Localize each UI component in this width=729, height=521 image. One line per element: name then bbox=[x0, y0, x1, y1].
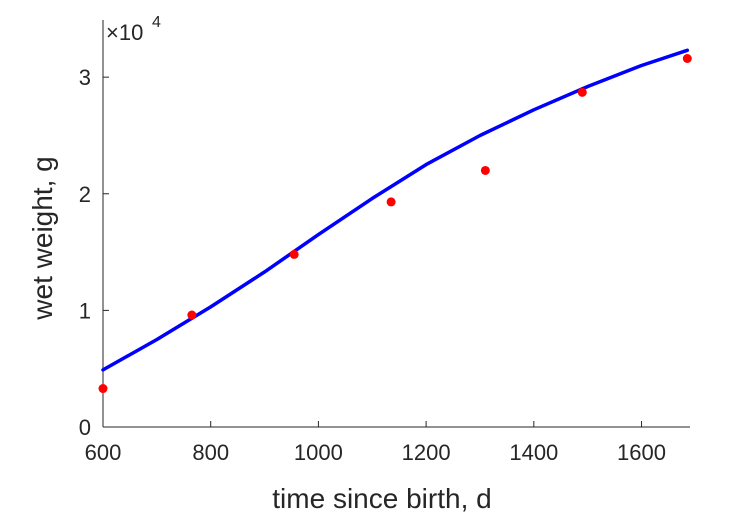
data-point bbox=[682, 53, 692, 63]
series-line-fit bbox=[101, 48, 690, 372]
data-point bbox=[386, 197, 396, 207]
axes: 600 800 1000 1200 1400 1600 0 1 2 3 bbox=[79, 20, 690, 465]
y-exponent-base: ×10 bbox=[106, 20, 143, 45]
data-point bbox=[187, 310, 197, 320]
y-tick-label: 1 bbox=[79, 298, 91, 323]
data-point bbox=[289, 249, 299, 259]
y-axis-title: wet weight, g bbox=[27, 156, 58, 320]
y-exponent-power: 4 bbox=[152, 14, 161, 31]
y-tick-label: 0 bbox=[79, 415, 91, 440]
x-tick-label: 1400 bbox=[509, 440, 558, 465]
x-tick-label: 1600 bbox=[617, 440, 666, 465]
x-axis-title: time since birth, d bbox=[272, 483, 491, 514]
data-point bbox=[98, 384, 108, 394]
plot-area bbox=[98, 48, 692, 394]
x-tick-label: 800 bbox=[192, 440, 229, 465]
data-point bbox=[577, 87, 587, 97]
x-tick-label: 1000 bbox=[294, 440, 343, 465]
y-tick-label: 3 bbox=[79, 65, 91, 90]
x-tick-label: 600 bbox=[85, 440, 122, 465]
y-tick-label: 2 bbox=[79, 182, 91, 207]
data-point bbox=[480, 165, 490, 175]
x-tick-label: 1200 bbox=[402, 440, 451, 465]
y-exponent-label: ×10 4 bbox=[106, 14, 161, 45]
